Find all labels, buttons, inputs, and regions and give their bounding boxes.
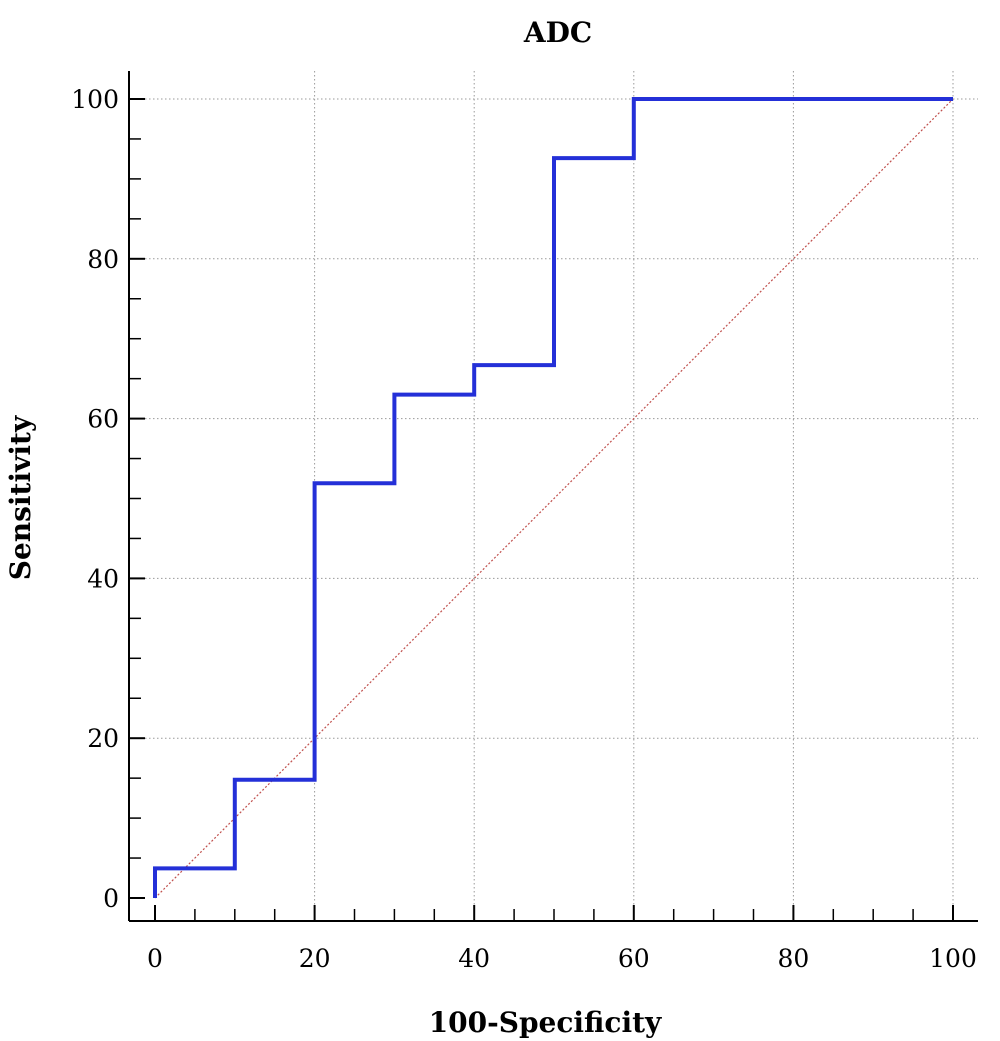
x-tick-label: 20 (299, 944, 331, 973)
grid (129, 71, 978, 921)
tick-labels: 0 20 40 60 80 100 0 20 40 60 80 100 (71, 85, 977, 973)
y-tick-label: 80 (87, 245, 119, 274)
axes (128, 71, 978, 922)
x-tick-label: 0 (147, 944, 163, 973)
y-tick-label: 60 (87, 405, 119, 434)
x-tick-label: 60 (618, 944, 650, 973)
reference-line-layer (154, 98, 954, 899)
y-tick-label: 100 (71, 85, 119, 114)
roc-curve-line (153, 97, 953, 898)
x-tick-label: 80 (777, 944, 809, 973)
chart-title: ADC (523, 16, 592, 49)
x-tick-label: 40 (458, 944, 490, 973)
y-axis-title: Sensitivity (4, 415, 37, 580)
y-tick-label: 0 (103, 884, 119, 913)
y-tick-label: 20 (87, 724, 119, 753)
x-tick-label: 100 (929, 944, 977, 973)
roc-curve-layer (153, 97, 953, 898)
x-axis-title: 100-Specificity (429, 1006, 662, 1039)
y-tick-label: 40 (87, 564, 119, 593)
reference-diagonal-line (154, 98, 954, 899)
